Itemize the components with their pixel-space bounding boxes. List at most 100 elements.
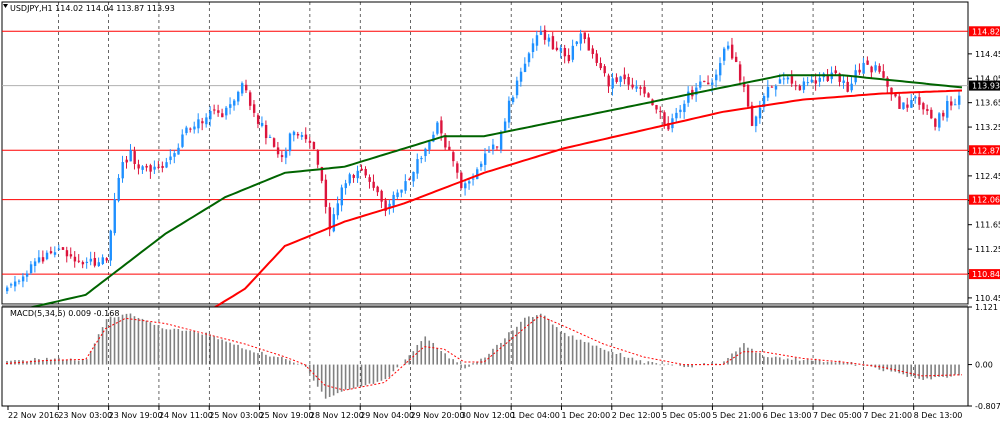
- candle-body: [6, 287, 9, 292]
- candle-body: [894, 93, 897, 97]
- candle-body: [181, 134, 184, 147]
- candle-body: [499, 132, 503, 150]
- candle-body: [432, 134, 435, 142]
- x-tick-label: 29 Nov 04:00: [360, 411, 414, 420]
- candle-body: [205, 117, 208, 125]
- candle-body: [356, 170, 359, 179]
- candle-body: [113, 199, 116, 234]
- x-tick-label: 23 Nov 03:00: [58, 411, 112, 420]
- candle-body: [77, 260, 81, 262]
- candle-body: [559, 47, 563, 52]
- candle-body: [643, 86, 646, 94]
- candle-body: [539, 31, 543, 35]
- candle-body: [882, 71, 885, 78]
- candle-body: [814, 80, 818, 84]
- candle-body: [400, 189, 403, 193]
- level-tag: [969, 145, 1000, 156]
- candle-body: [707, 82, 710, 85]
- candle-body: [826, 74, 829, 81]
- candle-body: [380, 190, 383, 202]
- candle-body: [137, 164, 140, 169]
- candle-body: [715, 74, 718, 81]
- x-tick-label: 25 Nov 19:00: [260, 411, 314, 420]
- candle-body: [547, 37, 551, 42]
- macd-pane-header: MACD(5,34,5) 0.009 -0.168: [10, 309, 119, 318]
- candle-body: [575, 41, 579, 45]
- candle-body: [472, 178, 475, 180]
- candle-body: [153, 166, 156, 170]
- candle-body: [332, 214, 336, 232]
- candle-body: [173, 153, 176, 157]
- candle-body: [719, 63, 722, 76]
- candle-body: [49, 251, 53, 254]
- candle-body: [878, 65, 881, 72]
- candle-body: [73, 256, 77, 262]
- candle-body: [65, 250, 69, 257]
- candle-body: [571, 45, 575, 60]
- candle-body: [866, 60, 869, 65]
- candle-body: [647, 93, 650, 98]
- candle-body: [185, 127, 188, 134]
- candle-body: [886, 77, 889, 87]
- candle-body: [954, 104, 957, 106]
- candle-body: [619, 76, 622, 82]
- candle-body: [352, 175, 355, 178]
- candle-body: [480, 163, 483, 167]
- candle-body: [579, 33, 582, 44]
- y-tick-label: 112.45: [975, 172, 1000, 181]
- candle-body: [834, 70, 837, 74]
- ma-fast-line: [5, 74, 963, 315]
- candle-body: [396, 192, 399, 198]
- candle-body: [292, 131, 296, 136]
- candle-body: [507, 100, 511, 123]
- candle-body: [515, 80, 519, 96]
- candle-body: [237, 91, 240, 102]
- candle-body: [798, 85, 802, 91]
- candle-body: [495, 146, 499, 148]
- candle-body: [97, 262, 101, 267]
- level-tag-label: 114.82: [972, 27, 1000, 36]
- candle-body: [25, 273, 29, 277]
- x-tick-label: 22 Nov 2016: [8, 411, 59, 420]
- candle-body: [555, 47, 559, 50]
- x-tick-label: 6 Dec 13:00: [763, 411, 812, 420]
- candle-body: [942, 112, 945, 117]
- candle-body: [782, 78, 786, 80]
- candle-body: [683, 103, 686, 113]
- candle-body: [531, 43, 535, 53]
- y-tick-label: 113.65: [975, 99, 1000, 108]
- candle-body: [57, 248, 61, 250]
- candle-body: [45, 252, 49, 260]
- candle-body: [408, 179, 411, 181]
- candle-body: [874, 65, 877, 71]
- candle-body: [460, 172, 463, 189]
- pane-separator: [2, 304, 968, 307]
- candle-body: [922, 103, 925, 110]
- candle-body: [320, 166, 324, 181]
- candle-body: [308, 140, 312, 143]
- candle-body: [523, 63, 527, 72]
- x-tick-label: 1 Dec 04:00: [511, 411, 560, 420]
- candle-body: [738, 64, 742, 81]
- level-tag-label: 112.87: [972, 146, 1000, 155]
- candle-body: [806, 82, 810, 84]
- candle-body: [950, 101, 953, 106]
- level-tag: [969, 194, 1000, 205]
- candle-body: [591, 48, 594, 55]
- candle-body: [563, 47, 567, 57]
- candle-body: [241, 83, 244, 94]
- candle-body: [117, 177, 120, 201]
- candle-body: [141, 166, 144, 170]
- collapse-triangle-icon[interactable]: [3, 4, 8, 8]
- x-tick-label: 30 Nov 12:00: [461, 411, 515, 420]
- x-tick-label: 28 Nov 12:00: [310, 411, 364, 420]
- x-tick-label: 7 Dec 05:00: [813, 411, 862, 420]
- candle-body: [934, 118, 937, 127]
- candle-body: [535, 35, 539, 46]
- candle-body: [344, 183, 347, 189]
- candle-body: [726, 45, 730, 49]
- candle-body: [177, 147, 180, 155]
- candle-body: [746, 84, 750, 107]
- candle-body: [316, 150, 320, 165]
